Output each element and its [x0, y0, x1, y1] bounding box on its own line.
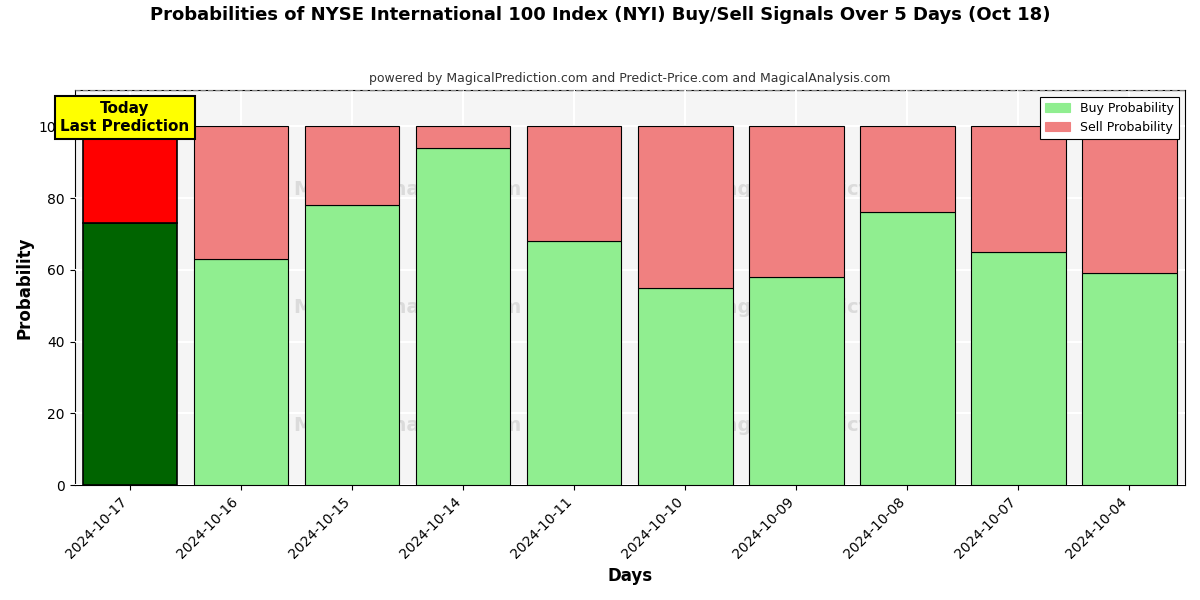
Text: MagicalAnalysis.com: MagicalAnalysis.com [294, 179, 522, 199]
Text: MagicalPrediction.com: MagicalPrediction.com [704, 298, 954, 317]
Bar [971, 252, 1066, 485]
Text: Today
Last Prediction: Today Last Prediction [60, 101, 190, 134]
Bar [83, 126, 178, 223]
Bar [1082, 274, 1177, 485]
Bar [527, 241, 622, 485]
Text: MagicalAnalysis.com: MagicalAnalysis.com [294, 416, 522, 436]
Bar [1082, 126, 1177, 274]
Legend: Buy Probability, Sell Probability: Buy Probability, Sell Probability [1040, 97, 1178, 139]
Bar [305, 205, 400, 485]
Bar [194, 259, 288, 485]
Bar [305, 126, 400, 205]
Text: MagicalAnalysis.com: MagicalAnalysis.com [294, 298, 522, 317]
Text: MagicalPrediction.com: MagicalPrediction.com [704, 179, 954, 199]
Text: Probabilities of NYSE International 100 Index (NYI) Buy/Sell Signals Over 5 Days: Probabilities of NYSE International 100 … [150, 6, 1050, 24]
X-axis label: Days: Days [607, 567, 653, 585]
Bar [749, 126, 844, 277]
Bar [416, 148, 510, 485]
Title: powered by MagicalPrediction.com and Predict-Price.com and MagicalAnalysis.com: powered by MagicalPrediction.com and Pre… [370, 72, 890, 85]
Bar [416, 126, 510, 148]
Bar [971, 126, 1066, 252]
Bar [860, 212, 955, 485]
Bar [194, 126, 288, 259]
Bar [638, 288, 732, 485]
Text: MagicalPrediction.com: MagicalPrediction.com [704, 416, 954, 436]
Bar [638, 126, 732, 288]
Bar [749, 277, 844, 485]
Bar [527, 126, 622, 241]
Y-axis label: Probability: Probability [16, 236, 34, 339]
Bar [83, 223, 178, 485]
Bar [860, 126, 955, 212]
